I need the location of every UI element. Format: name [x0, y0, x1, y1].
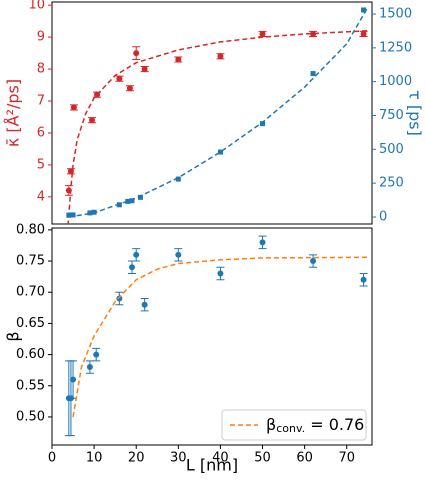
data-point [310, 30, 317, 37]
y-tick-label: 0.65 [16, 316, 45, 331]
data-point [126, 85, 133, 92]
data-point [93, 351, 100, 358]
data-point [310, 258, 317, 265]
y2-tick-label: 1250 [379, 40, 412, 55]
data-point [89, 117, 95, 124]
data-point [70, 104, 77, 111]
y-tick-label: 10 [28, 0, 45, 13]
y2-axis-label: τ [ps] [406, 90, 425, 136]
data-point [360, 276, 367, 283]
data-point [141, 66, 148, 73]
y2-tick-label: 0 [379, 209, 387, 224]
legend-text: β [266, 415, 276, 434]
data-point [86, 364, 93, 371]
y2-tick-label: 250 [379, 176, 404, 191]
data-point [141, 301, 148, 308]
y-axis-label: β [4, 331, 23, 341]
y-tick-label: 0.60 [16, 347, 45, 362]
plot-frame [51, 1, 373, 225]
y-tick-label: 4 [37, 189, 45, 204]
legend-sub: conv. [276, 422, 305, 435]
x-tick-label: 70 [338, 451, 355, 466]
data-point [217, 53, 224, 60]
y-tick-label: 5 [37, 157, 45, 172]
data-point [259, 30, 266, 37]
legend-label: βconv. = 0.76 [266, 415, 364, 436]
y-tick-label: 9 [37, 30, 45, 45]
y-tick-label: 0.55 [16, 378, 45, 393]
x-tick-label: 50 [254, 451, 271, 466]
legend-box [221, 409, 367, 441]
x-tick-label: 30 [170, 451, 187, 466]
fit-line [67, 29, 368, 224]
data-point [361, 7, 367, 13]
x-tick-label: 20 [128, 451, 145, 466]
data-point [175, 251, 182, 258]
y2-tick-label: 1000 [379, 74, 412, 89]
y-tick-label: 0.70 [16, 285, 45, 300]
data-point [125, 198, 131, 204]
y2-tick-label: 500 [379, 142, 404, 157]
fit-line [68, 6, 369, 218]
data-point [70, 376, 77, 383]
y-tick-label: 6 [37, 125, 45, 140]
x-tick-label: 10 [86, 451, 103, 466]
y2-tick-label: 1500 [379, 7, 412, 22]
x-tick-label: 60 [296, 451, 313, 466]
data-point [116, 202, 122, 208]
data-point [116, 75, 123, 82]
data-point [129, 264, 135, 271]
data-point [360, 30, 367, 37]
data-point [259, 239, 266, 246]
data-point [175, 56, 182, 63]
data-point [260, 121, 266, 127]
data-point [310, 71, 316, 77]
plot-area [64, 235, 368, 437]
data-point [133, 50, 140, 57]
legend-tail: = 0.76 [305, 415, 364, 434]
x-tick-label: 0 [48, 451, 56, 466]
y2-tick-label: 750 [379, 108, 404, 123]
data-point [175, 176, 181, 182]
y-tick-label: 0.80 [16, 222, 45, 237]
data-point [87, 210, 93, 216]
y-tick-label: 8 [37, 62, 45, 77]
data-point [217, 149, 223, 155]
y-tick-label: 0.50 [16, 409, 45, 424]
data-point [137, 194, 143, 200]
data-point [217, 270, 224, 277]
plot-area [64, 6, 369, 224]
x-tick-label: 40 [212, 451, 229, 466]
y-axis-label: κ̄ [Å²/ps] [4, 79, 23, 147]
data-point [70, 212, 76, 218]
y-tick-label: 0.75 [16, 254, 45, 269]
data-point [129, 198, 135, 204]
x-axis-label: L [nm] [186, 456, 238, 475]
data-point [116, 295, 123, 302]
y-tick-label: 7 [37, 94, 45, 109]
fit-line [72, 256, 368, 418]
data-point [133, 251, 140, 258]
plot-frame [51, 227, 373, 446]
